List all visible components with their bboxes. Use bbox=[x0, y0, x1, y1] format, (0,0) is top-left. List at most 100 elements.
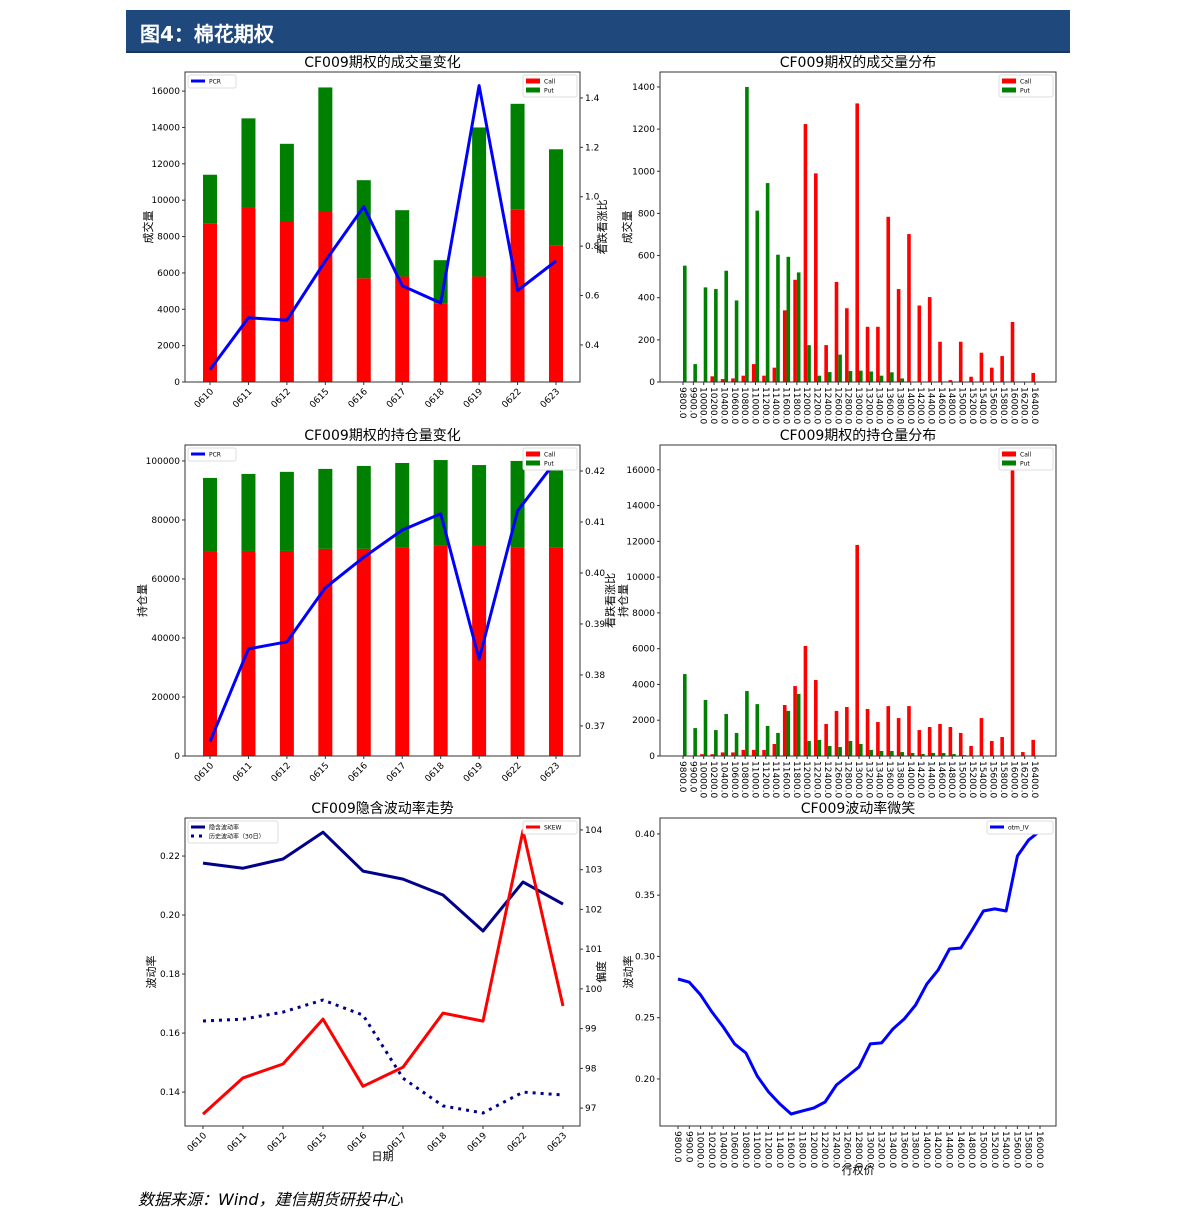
bar-call-0623 bbox=[549, 547, 563, 756]
bar-put-10000.0 bbox=[703, 700, 708, 756]
chart-2: CF009期权的成交量分布 0 200 400 600 800 1000 1200 1400 98… bbox=[620, 54, 1057, 424]
y-tick-label: 0.22 bbox=[160, 852, 180, 862]
bar-put-11600.0 bbox=[786, 710, 791, 756]
x-tick-label: 11200.0 bbox=[763, 1131, 773, 1168]
y-tick-label: 0 bbox=[174, 752, 180, 762]
bar-call-15000.0 bbox=[958, 341, 963, 382]
bar-put-13600.0 bbox=[890, 750, 894, 756]
x-tick-label: 11000.0 bbox=[749, 761, 759, 798]
bar-call-14000.0 bbox=[907, 234, 911, 382]
y-axis-label: 成交量 bbox=[141, 211, 155, 244]
bar-put-11200.0 bbox=[765, 725, 770, 756]
x-tick-label: 0622 bbox=[506, 1131, 529, 1154]
bar-call-0623 bbox=[549, 245, 563, 382]
bar-call-16400.0 bbox=[1031, 372, 1035, 382]
x-tick-label: 14400.0 bbox=[944, 1131, 954, 1168]
x-tick-label: 0611 bbox=[231, 761, 254, 784]
bar-put-12200.0 bbox=[817, 739, 822, 756]
bar-put-12200.0 bbox=[817, 375, 822, 382]
x-tick-label: 11000.0 bbox=[751, 1131, 761, 1168]
bar-call-10600.0 bbox=[731, 752, 735, 756]
y2-tick-label: 0.6 bbox=[585, 292, 600, 302]
legend-box bbox=[986, 820, 1054, 835]
bar-put-14800.0 bbox=[952, 754, 956, 756]
x-tick-label: 13800.0 bbox=[894, 761, 904, 798]
bar-put-10600.0 bbox=[734, 732, 739, 756]
bar-call-10400.0 bbox=[720, 752, 725, 756]
y-tick-label: 0 bbox=[649, 378, 655, 388]
bar-call-15200.0 bbox=[969, 745, 973, 756]
y-tick-label: 10000 bbox=[626, 573, 655, 583]
x-tick-label: 11600.0 bbox=[785, 1131, 795, 1168]
x-tick-label: 13600.0 bbox=[884, 761, 894, 798]
bar-call-13400.0 bbox=[876, 326, 880, 382]
bar-call-12600.0 bbox=[834, 281, 839, 382]
x-tick-label: 13200.0 bbox=[863, 387, 873, 424]
y-tick-label: 4000 bbox=[157, 305, 180, 315]
x-tick-label: 10600.0 bbox=[729, 761, 739, 798]
figure-header: 图4：棉花期权 bbox=[126, 10, 1070, 53]
bar-call-14800.0 bbox=[948, 380, 953, 382]
chart-title: CF009期权的成交量变化 bbox=[304, 54, 461, 71]
y-axis-label: 波动率 bbox=[144, 956, 158, 989]
y2-tick-label: 1.0 bbox=[585, 193, 600, 203]
x-tick-label: 0612 bbox=[266, 1131, 289, 1154]
y-tick-label: 0.40 bbox=[635, 830, 655, 840]
bar-call-11800.0 bbox=[793, 279, 797, 382]
x-tick-label: 15600.0 bbox=[988, 761, 998, 798]
y-tick-label: 16000 bbox=[626, 466, 655, 476]
chart-title: CF009波动率微笑 bbox=[801, 800, 916, 817]
bar-call-11600.0 bbox=[782, 310, 787, 382]
bar-call-16000.0 bbox=[1010, 321, 1015, 382]
bar-put-0611 bbox=[241, 118, 256, 208]
bar-call-10600.0 bbox=[731, 378, 735, 382]
bar-put-13400.0 bbox=[879, 750, 884, 756]
bar-call-10400.0 bbox=[720, 379, 725, 382]
bar-put-0617 bbox=[395, 462, 410, 548]
bar-call-0622 bbox=[510, 547, 525, 756]
legend-label: Call bbox=[1020, 79, 1032, 86]
bar-call-16200.0 bbox=[1021, 752, 1025, 756]
bar-call-13800.0 bbox=[896, 718, 901, 756]
legend-label: Call bbox=[544, 452, 556, 459]
bar-call-0615 bbox=[318, 548, 333, 756]
legend-label: Put bbox=[1020, 88, 1030, 95]
x-tick-label: 13400.0 bbox=[874, 761, 884, 798]
bar-call-12800.0 bbox=[845, 308, 849, 382]
line-series-PCR bbox=[208, 459, 558, 743]
x-tick-label: 9900.0 bbox=[687, 761, 697, 793]
y2-tick-label: 0.39 bbox=[585, 620, 605, 630]
x-tick-label: 14800.0 bbox=[946, 761, 956, 798]
x-tick-label: 15200.0 bbox=[967, 761, 977, 798]
x-tick-label: 10800.0 bbox=[739, 761, 749, 798]
chart-4: CF009期权的持仓量分布 0 2000 4000 6000 8000 10000 12000… bbox=[616, 428, 1057, 798]
y2-tick-label: 102 bbox=[585, 905, 602, 915]
bar-put-12000.0 bbox=[807, 345, 811, 382]
x-tick-label: 10200.0 bbox=[708, 761, 718, 798]
plot-frame bbox=[659, 444, 1057, 757]
x-tick-label: 12400.0 bbox=[830, 1131, 840, 1168]
bar-put-14600.0 bbox=[941, 752, 946, 756]
legend-label: Put bbox=[544, 88, 554, 95]
y2-tick-label: 98 bbox=[585, 1064, 597, 1074]
line-series-PCR bbox=[208, 84, 557, 371]
x-tick-label: 13200.0 bbox=[863, 761, 873, 798]
bar-put-12000.0 bbox=[807, 740, 811, 756]
x-tick-label: 12600.0 bbox=[842, 1131, 852, 1168]
x-tick-label: 0622 bbox=[500, 761, 523, 784]
x-tick-label: 12600.0 bbox=[832, 761, 842, 798]
x-tick-label: 10800.0 bbox=[740, 1131, 750, 1168]
y-tick-label: 0.35 bbox=[635, 891, 655, 901]
x-tick-label: 9900.0 bbox=[683, 1131, 693, 1163]
y-tick-label: 0.20 bbox=[635, 1075, 655, 1085]
x-tick-label: 0623 bbox=[546, 1131, 569, 1154]
x-tick-label: 10200.0 bbox=[708, 387, 718, 424]
x-tick-label: 16400.0 bbox=[1029, 387, 1039, 424]
bar-call-15600.0 bbox=[989, 740, 994, 756]
x-tick-label: 13000.0 bbox=[853, 761, 863, 798]
x-tick-label: 0615 bbox=[308, 387, 331, 410]
chart-title: CF009期权的持仓量分布 bbox=[780, 428, 937, 444]
x-tick-label: 15600.0 bbox=[1011, 1131, 1021, 1168]
y-tick-label: 10000 bbox=[151, 196, 180, 206]
bar-call-14400.0 bbox=[927, 727, 932, 756]
